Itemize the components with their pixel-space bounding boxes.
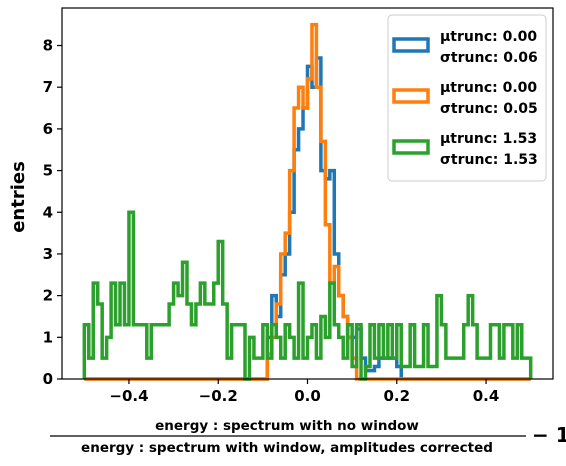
legend-mu-label-2: μtrunc: 0.00 bbox=[440, 80, 537, 96]
legend: μtrunc: 0.00 σtrunc: 0.06 μtrunc: 0.00 σtru… bbox=[387, 14, 547, 182]
legend-sigma-label-3: σtrunc: 1.53 bbox=[440, 152, 538, 168]
x-axis: −0.4 −0.2 0.0 0.2 0.4 bbox=[109, 379, 499, 405]
plot-area bbox=[82, 22, 533, 381]
legend-swatch-3 bbox=[392, 139, 430, 155]
x-axis-label-denominator: energy : spectrum with window, amplitude… bbox=[81, 440, 493, 456]
y-tick-label: 4 bbox=[43, 203, 53, 221]
x-tick-label: 0.4 bbox=[473, 387, 500, 405]
y-tick-label: 7 bbox=[43, 78, 53, 96]
legend-sigma-label-1: σtrunc: 0.06 bbox=[440, 50, 538, 66]
legend-sigma-label-2: σtrunc: 0.05 bbox=[440, 101, 538, 117]
legend-swatch-2 bbox=[392, 88, 430, 104]
y-tick-label: 5 bbox=[43, 162, 53, 180]
histogram-series-3 bbox=[82, 210, 533, 381]
x-tick-label: 0.2 bbox=[383, 387, 410, 405]
x-axis-label-suffix: − 1 bbox=[532, 423, 566, 447]
x-axis-label: energy : spectrum with no window energy … bbox=[50, 418, 566, 456]
legend-mu-label-1: μtrunc: 0.00 bbox=[440, 29, 537, 45]
y-tick-label: 3 bbox=[43, 245, 53, 263]
histogram-series-2 bbox=[84, 22, 531, 381]
y-tick-label: 0 bbox=[43, 370, 53, 388]
x-tick-label: 0.0 bbox=[294, 387, 321, 405]
y-tick-label: 2 bbox=[43, 287, 53, 305]
y-tick-label: 6 bbox=[43, 120, 53, 138]
y-tick-label: 1 bbox=[43, 328, 53, 346]
y-axis: 0 1 2 3 4 5 6 7 8 bbox=[43, 37, 62, 388]
x-tick-label: −0.2 bbox=[199, 387, 238, 405]
y-axis-label: entries bbox=[8, 161, 29, 233]
y-tick-label: 8 bbox=[43, 37, 53, 55]
legend-mu-label-3: μtrunc: 1.53 bbox=[440, 131, 537, 147]
x-tick-label: −0.4 bbox=[109, 387, 148, 405]
x-axis-label-numerator: energy : spectrum with no window bbox=[155, 418, 419, 434]
legend-swatch-1 bbox=[392, 37, 430, 53]
